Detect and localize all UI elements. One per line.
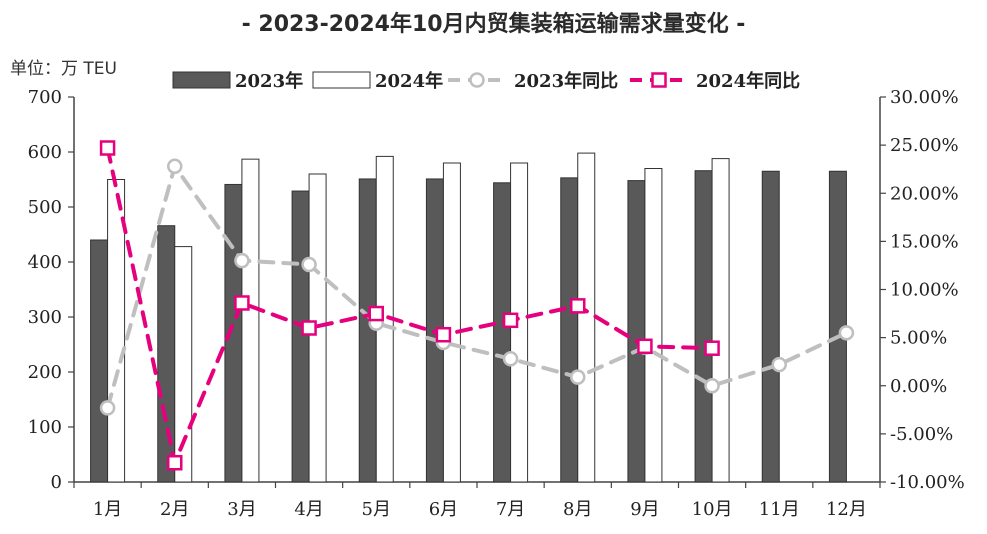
x-tick-label: 6月: [429, 499, 458, 520]
point-2024年同比: [435, 326, 452, 343]
x-tick-label: 7月: [496, 499, 525, 520]
point-2024年同比: [99, 140, 116, 156]
x-tick-label: 3月: [227, 499, 256, 520]
chart-title: - 2023-2024年10月内贸集装箱运输需求量变化 -: [241, 12, 746, 37]
point-2023年同比: [99, 400, 116, 416]
left-tick-label: 400: [28, 252, 62, 273]
point-2024年同比: [570, 298, 586, 314]
left-tick-label: 500: [28, 197, 62, 218]
legend-label-2023年同比: 2023年同比: [514, 70, 618, 92]
bar-2024年: [644, 168, 663, 483]
x-tick-label: 4月: [294, 499, 323, 520]
bar-2024年: [442, 162, 461, 483]
point-2024年同比: [167, 455, 183, 471]
point-2023年同比: [771, 356, 787, 373]
point-2024年同比: [704, 340, 720, 356]
legend-label-2024年同比: 2024年同比: [696, 70, 800, 92]
bar-2024年: [174, 246, 193, 483]
legend-label-2023年: 2023年: [235, 70, 303, 92]
bar-2023年: [291, 190, 310, 483]
tick-labels: 0 100 200 300 400 500 600 700 -10.00% -5.00% 0.00%…: [28, 87, 965, 520]
right-tick-label: 10.00%: [890, 280, 959, 301]
right-tick-label: 20.00%: [890, 183, 959, 204]
point-2023年同比: [234, 252, 250, 269]
bar-2024年: [241, 158, 260, 483]
legend-marker-2023年同比: [469, 72, 485, 88]
point-2023年同比: [570, 369, 586, 385]
bar-2024年: [577, 152, 596, 483]
legend: 2023年 2024年 2023年同比 2024年同比: [172, 70, 800, 92]
legend-swatch-2024年: [312, 71, 371, 89]
x-tick-label: 12月: [826, 499, 867, 520]
left-tick-label: 600: [28, 142, 62, 163]
axes: [68, 96, 886, 488]
right-tick-label: 15.00%: [890, 231, 959, 252]
point-2024年同比: [368, 305, 384, 322]
bar-2023年: [627, 180, 646, 483]
point-2024年同比: [301, 320, 317, 336]
x-tick-label: 10月: [692, 499, 733, 520]
bar-2023年: [761, 170, 780, 483]
left-tick-label: 100: [28, 417, 62, 438]
right-tick-label: -10.00%: [890, 472, 965, 493]
line-2024年同比: [105, 146, 715, 470]
legend-label-2024年: 2024年: [375, 70, 443, 92]
right-tick-label: 30.00%: [890, 87, 959, 108]
bar-2024年: [711, 158, 730, 483]
right-tick-label: 0.00%: [890, 376, 947, 397]
bars: [90, 152, 847, 483]
right-tick-label: 25.00%: [890, 135, 959, 156]
x-tick-label: 2月: [160, 499, 189, 520]
x-tick-label: 8月: [563, 499, 592, 520]
left-tick-label: 700: [28, 87, 62, 108]
x-tick-label: 1月: [93, 499, 122, 520]
left-tick-label: 0: [51, 472, 62, 493]
unit-label: 单位：万 TEU: [10, 59, 117, 79]
x-tick-label: 9月: [630, 499, 659, 520]
bar-2023年: [493, 182, 512, 483]
point-2023年同比: [167, 158, 183, 175]
line-2023年同比: [105, 161, 849, 410]
point-2023年同比: [301, 256, 317, 273]
right-tick-label: -5.00%: [890, 424, 953, 445]
point-2023年同比: [704, 378, 720, 394]
point-2023年同比: [838, 325, 855, 341]
bar-2023年: [560, 177, 579, 483]
lines: [99, 140, 855, 471]
point-2024年同比: [637, 338, 653, 355]
bar-2023年: [90, 239, 109, 483]
legend-swatch-2023年: [172, 71, 231, 89]
point-2024年同比: [234, 295, 250, 311]
x-tick-label: 5月: [362, 499, 391, 520]
right-tick-label: 5.00%: [890, 328, 947, 349]
point-2023年同比: [502, 351, 519, 367]
left-tick-label: 200: [28, 362, 62, 383]
x-tick-label: 11月: [759, 499, 800, 520]
point-2024年同比: [502, 312, 519, 329]
bar-2023年: [694, 170, 713, 483]
legend-marker-2024年同比: [651, 72, 667, 88]
left-tick-label: 300: [28, 307, 62, 328]
